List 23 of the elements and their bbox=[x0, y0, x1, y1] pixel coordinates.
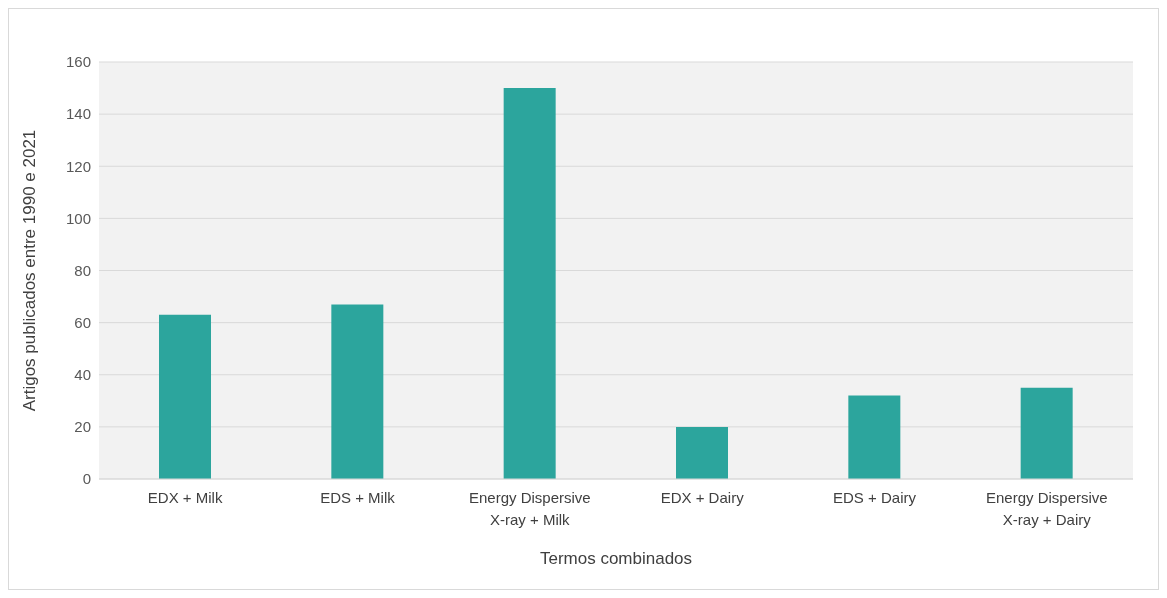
y-tick-label: 0 bbox=[82, 470, 91, 488]
y-tick-label: 20 bbox=[74, 418, 91, 436]
y-tick-label: 80 bbox=[74, 261, 91, 279]
bar bbox=[1020, 387, 1073, 479]
bar bbox=[676, 426, 728, 479]
bar bbox=[159, 314, 211, 479]
x-axis-title: Termos combinados bbox=[539, 549, 693, 568]
y-tick-label: 140 bbox=[65, 105, 91, 123]
bar bbox=[848, 395, 901, 479]
x-tick-label: EDS + Dairy bbox=[833, 489, 917, 506]
y-tick-label: 120 bbox=[65, 157, 91, 175]
x-tick-label: Energy Dispersive X-ray + Dairy bbox=[985, 489, 1108, 528]
x-tick-label: EDX + Milk bbox=[147, 489, 223, 506]
x-tick-label: Energy Dispersive X-ray + Milk bbox=[468, 489, 591, 528]
x-tick-label: EDS + Milk bbox=[320, 489, 396, 506]
y-tick-label: 100 bbox=[65, 209, 91, 227]
x-tick-label: EDX + Dairy bbox=[660, 489, 745, 506]
bar bbox=[503, 88, 556, 479]
y-axis-title: Artigos publicados entre 1990 e 2021 bbox=[20, 129, 40, 412]
y-tick-label: 160 bbox=[65, 53, 91, 71]
y-tick-label: 60 bbox=[74, 313, 91, 331]
y-tick-label: 40 bbox=[74, 366, 91, 384]
bar bbox=[331, 304, 384, 479]
